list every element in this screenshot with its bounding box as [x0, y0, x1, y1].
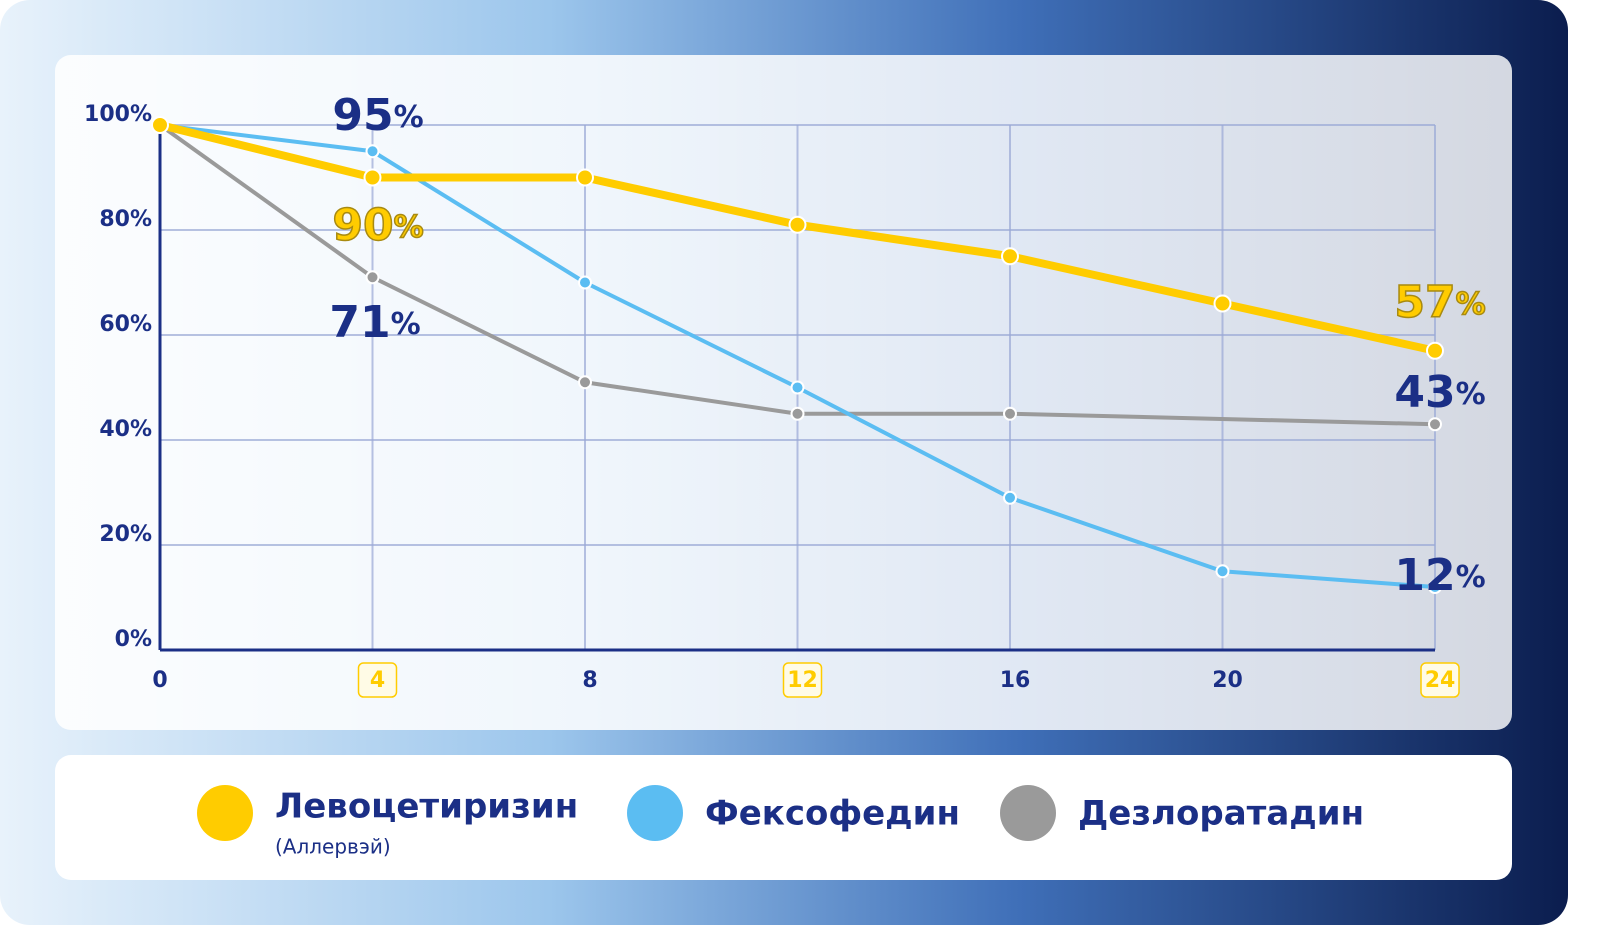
- data-point: [1426, 341, 1444, 360]
- legend-label: Левоцетиризин: [275, 787, 578, 827]
- chart-panel: [55, 55, 1512, 730]
- value-label: 71%: [329, 297, 420, 348]
- data-point: [790, 380, 805, 395]
- data-point: [576, 168, 594, 187]
- data-point: [790, 406, 805, 421]
- value-label: 12%: [1394, 550, 1485, 601]
- x-tick-label: 8: [582, 668, 597, 693]
- y-tick-label: 20%: [99, 522, 152, 547]
- data-point: [1003, 406, 1017, 421]
- data-point: [365, 270, 380, 285]
- legend-marker: [1000, 785, 1056, 841]
- y-tick-label: 60%: [99, 312, 152, 337]
- value-label: 57%: [1394, 277, 1485, 328]
- legend-panel: [55, 755, 1512, 880]
- x-tick-label: 16: [1000, 668, 1031, 693]
- data-point: [1428, 417, 1442, 432]
- value-label: 43%: [1394, 367, 1485, 418]
- legend-label: Дезлоратадин: [1078, 794, 1364, 834]
- y-tick-label: 100%: [84, 102, 152, 127]
- y-tick-label: 0%: [115, 627, 152, 652]
- x-tick-label: 12: [787, 668, 818, 693]
- data-point: [578, 375, 592, 390]
- data-point: [788, 215, 807, 234]
- data-point: [1213, 294, 1232, 313]
- data-point: [578, 275, 592, 290]
- value-label: 95%: [332, 90, 423, 141]
- x-tick-label: 4: [370, 668, 385, 693]
- x-tick-label: 24: [1425, 668, 1456, 693]
- data-point: [363, 168, 382, 187]
- legend-marker: [197, 785, 253, 841]
- y-tick-label: 40%: [99, 417, 152, 442]
- data-point: [1428, 580, 1442, 594]
- legend-sublabel: (Аллервэй): [275, 835, 391, 859]
- value-label: 90%: [332, 200, 423, 251]
- series-line: [158, 123, 1436, 427]
- data-point: [365, 144, 380, 159]
- legend-marker: [627, 785, 683, 841]
- data-point: [1001, 247, 1019, 266]
- x-tick-highlight: [357, 662, 398, 698]
- data-point: [1003, 490, 1017, 505]
- legend-label: Фексофедин: [705, 794, 960, 834]
- data-point: [1215, 564, 1230, 579]
- y-tick-label: 80%: [99, 207, 152, 232]
- x-tick-highlight: [782, 662, 823, 698]
- x-tick-label: 20: [1212, 668, 1243, 693]
- data-point: [151, 116, 169, 134]
- x-tick-highlight: [1420, 662, 1460, 698]
- x-tick-label: 0: [152, 668, 167, 693]
